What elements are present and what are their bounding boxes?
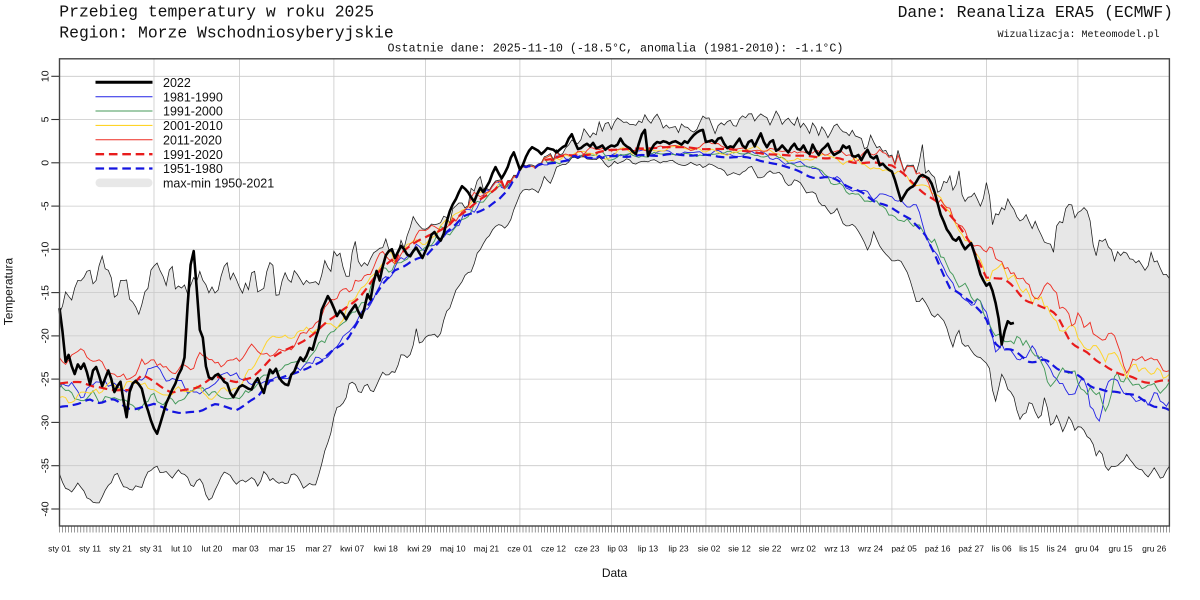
svg-text:Wizualizacja: Meteomodel.pl: Wizualizacja: Meteomodel.pl xyxy=(997,29,1159,41)
svg-text:wrz 24: wrz 24 xyxy=(857,544,883,554)
svg-text:lis 15: lis 15 xyxy=(1019,544,1039,554)
svg-text:sty 01: sty 01 xyxy=(48,544,71,554)
svg-text:-20: -20 xyxy=(40,328,52,343)
svg-text:lip 03: lip 03 xyxy=(607,544,628,554)
svg-text:Data: Data xyxy=(602,566,628,580)
svg-text:10: 10 xyxy=(40,70,52,82)
svg-text:lut 20: lut 20 xyxy=(202,544,223,554)
svg-text:wrz 02: wrz 02 xyxy=(790,544,816,554)
svg-text:lip 23: lip 23 xyxy=(668,544,689,554)
svg-text:-40: -40 xyxy=(40,501,52,516)
svg-text:paź 16: paź 16 xyxy=(925,544,951,554)
svg-text:-10: -10 xyxy=(40,242,52,257)
svg-text:gru 04: gru 04 xyxy=(1075,544,1099,554)
svg-text:Region: Morze Wschodniosyberyj: Region: Morze Wschodniosyberyjskie xyxy=(59,24,393,43)
svg-text:kwi 18: kwi 18 xyxy=(374,544,398,554)
svg-text:mar 03: mar 03 xyxy=(232,544,259,554)
svg-text:gru 26: gru 26 xyxy=(1142,544,1166,554)
svg-text:sie 12: sie 12 xyxy=(728,544,751,554)
svg-text:maj 10: maj 10 xyxy=(440,544,466,554)
svg-text:gru 15: gru 15 xyxy=(1109,544,1133,554)
svg-text:kwi 29: kwi 29 xyxy=(407,544,431,554)
svg-text:2011-2020: 2011-2020 xyxy=(163,133,222,147)
svg-text:lut 10: lut 10 xyxy=(171,544,192,554)
svg-text:5: 5 xyxy=(40,116,52,122)
svg-text:lis 24: lis 24 xyxy=(1047,544,1067,554)
svg-text:-25: -25 xyxy=(40,371,52,386)
svg-text:-15: -15 xyxy=(40,285,52,300)
svg-text:sie 22: sie 22 xyxy=(759,544,782,554)
svg-text:Przebieg temperatury w roku 20: Przebieg temperatury w roku 2025 xyxy=(59,3,374,22)
svg-text:maj 21: maj 21 xyxy=(474,544,500,554)
svg-text:wrz 13: wrz 13 xyxy=(823,544,849,554)
svg-text:mar 27: mar 27 xyxy=(305,544,332,554)
svg-text:paź 27: paź 27 xyxy=(958,544,984,554)
svg-text:sty 11: sty 11 xyxy=(79,544,101,554)
svg-text:sie 02: sie 02 xyxy=(698,544,721,554)
svg-text:mar 15: mar 15 xyxy=(269,544,296,554)
svg-text:Dane: Reanaliza ERA5 (ECMWF): Dane: Reanaliza ERA5 (ECMWF) xyxy=(898,3,1173,22)
svg-text:0: 0 xyxy=(40,160,52,166)
svg-text:1981-1990: 1981-1990 xyxy=(163,90,223,104)
svg-text:-5: -5 xyxy=(40,201,52,210)
svg-text:lis 06: lis 06 xyxy=(992,544,1012,554)
svg-text:cze 23: cze 23 xyxy=(574,544,599,554)
svg-text:Ostatnie dane: 2025-11-10 (-18: Ostatnie dane: 2025-11-10 (-18.5°C, anom… xyxy=(388,41,844,55)
svg-text:-35: -35 xyxy=(40,458,52,473)
svg-text:2001-2010: 2001-2010 xyxy=(163,119,223,133)
svg-text:1991-2020: 1991-2020 xyxy=(163,148,223,162)
svg-text:max-min 1950-2021: max-min 1950-2021 xyxy=(163,177,274,191)
svg-text:kwi 07: kwi 07 xyxy=(340,544,364,554)
svg-text:1991-2000: 1991-2000 xyxy=(163,105,223,119)
svg-text:paź 05: paź 05 xyxy=(891,544,917,554)
svg-text:cze 12: cze 12 xyxy=(541,544,566,554)
svg-text:sty 21: sty 21 xyxy=(109,544,132,554)
svg-text:-30: -30 xyxy=(40,415,52,430)
svg-text:1951-1980: 1951-1980 xyxy=(163,162,223,176)
svg-text:cze 01: cze 01 xyxy=(507,544,532,554)
svg-text:Temperatura: Temperatura xyxy=(2,257,16,325)
svg-text:lip 13: lip 13 xyxy=(638,544,659,554)
svg-text:sty 31: sty 31 xyxy=(140,544,163,554)
svg-text:2022: 2022 xyxy=(163,76,191,90)
